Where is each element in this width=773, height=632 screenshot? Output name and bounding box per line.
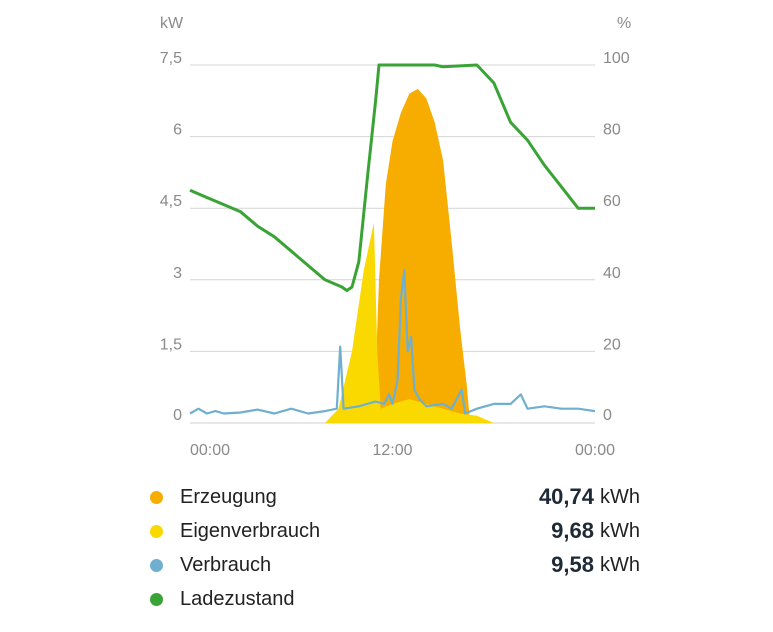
legend-value-eigenverbrauch: 9,68 xyxy=(551,518,594,543)
x-tick-label: 00:00 xyxy=(190,442,230,459)
legend-value-erzeugung: 40,74 xyxy=(538,484,594,509)
legend-label-eigenverbrauch: Eigenverbrauch xyxy=(180,519,321,542)
right-axis-unit: % xyxy=(617,15,631,32)
legend-dot-eigenverbrauch xyxy=(150,524,163,538)
left-tick-label: 3 xyxy=(173,265,182,282)
left-tick-label: 0 xyxy=(173,407,182,424)
right-tick-label: 0 xyxy=(603,407,612,424)
legend-item-erzeugung: Erzeugung 40,74 kWh xyxy=(150,480,640,514)
x-tick-label: 00:00 xyxy=(575,442,615,459)
right-tick-label: 80 xyxy=(603,122,621,139)
legend-label-verbrauch: Verbrauch xyxy=(180,553,272,576)
right-tick-label: 20 xyxy=(603,336,621,353)
legend-item-verbrauch: Verbrauch 9,58 kWh xyxy=(150,548,640,582)
left-tick-label: 4,5 xyxy=(160,193,182,210)
right-tick-label: 100 xyxy=(603,50,630,67)
series-line-verbrauch xyxy=(189,269,596,415)
left-tick-label: 1,5 xyxy=(160,336,182,353)
legend-label-erzeugung: Erzeugung xyxy=(180,485,277,508)
legend-dot-erzeugung xyxy=(150,490,163,504)
energy-chart: kW % 7,5 100 6 80 4,5 60 3 40 1,5 20 0 0 00:00 12:00 00:… xyxy=(160,15,631,459)
series-line-ladezustand xyxy=(189,63,595,292)
x-tick-label: 12:00 xyxy=(372,442,412,459)
left-tick-label: 7,5 xyxy=(160,50,182,67)
legend-label-ladezustand: Ladezustand xyxy=(180,587,295,610)
left-tick-label: 6 xyxy=(173,122,182,139)
legend-dot-verbrauch xyxy=(150,558,163,572)
legend-value-verbrauch: 9,58 xyxy=(551,552,594,577)
right-tick-label: 60 xyxy=(603,193,621,210)
legend-unit-eigenverbrauch: kWh xyxy=(600,519,640,542)
legend-item-eigenverbrauch: Eigenverbrauch 9,68 kWh xyxy=(150,514,640,548)
left-axis-unit: kW xyxy=(160,15,184,32)
legend-unit-erzeugung: kWh xyxy=(600,485,640,508)
legend-unit-verbrauch: kWh xyxy=(600,553,640,576)
right-tick-label: 40 xyxy=(603,265,621,282)
legend-dot-ladezustand xyxy=(150,592,163,606)
legend-item-ladezustand: Ladezustand xyxy=(150,582,640,616)
series-area-erzeugung xyxy=(190,88,595,424)
